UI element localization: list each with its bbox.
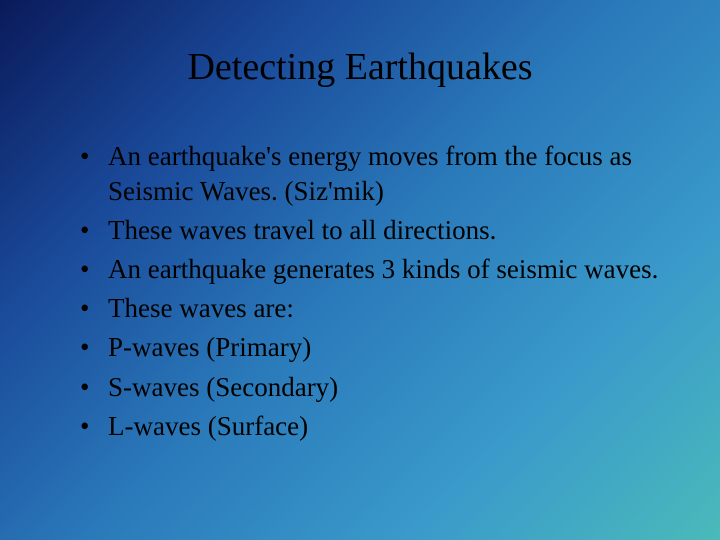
- bullet-item: An earthquake's energy moves from the fo…: [80, 139, 670, 209]
- bullet-list: An earthquake's energy moves from the fo…: [50, 139, 670, 444]
- presentation-slide: Detecting Earthquakes An earthquake's en…: [0, 0, 720, 540]
- bullet-item: P-waves (Primary): [80, 330, 670, 365]
- bullet-item: These waves travel to all directions.: [80, 213, 670, 248]
- bullet-item: These waves are:: [80, 291, 670, 326]
- bullet-item: An earthquake generates 3 kinds of seism…: [80, 252, 670, 287]
- slide-title: Detecting Earthquakes: [50, 45, 670, 89]
- bullet-item: S-waves (Secondary): [80, 370, 670, 405]
- bullet-item: L-waves (Surface): [80, 409, 670, 444]
